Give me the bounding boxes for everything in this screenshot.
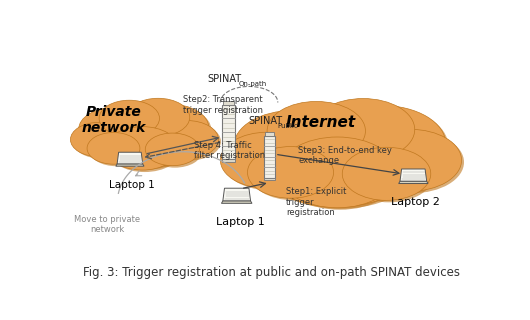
Text: Internet: Internet — [286, 115, 356, 130]
Text: SPINAT: SPINAT — [249, 116, 282, 126]
Bar — [265, 132, 274, 136]
Bar — [264, 136, 275, 178]
Text: Laptop 1: Laptop 1 — [216, 217, 265, 227]
Text: Step1: Explicit
trigger
registration: Step1: Explicit trigger registration — [286, 188, 347, 217]
Text: Fig. 3: Trigger registration at public and on-path SPINAT devices: Fig. 3: Trigger registration at public a… — [83, 266, 460, 279]
Bar — [264, 178, 276, 180]
Bar — [223, 100, 234, 105]
Text: Public: Public — [278, 123, 298, 129]
Polygon shape — [399, 181, 428, 184]
Text: Step3: End-to-end key
exchange: Step3: End-to-end key exchange — [298, 146, 392, 165]
Polygon shape — [222, 201, 252, 203]
Text: Step 4: Traffic
filter registration: Step 4: Traffic filter registration — [193, 141, 264, 160]
Text: Laptop 2: Laptop 2 — [391, 197, 440, 207]
Polygon shape — [116, 164, 144, 166]
Text: SPINAT: SPINAT — [207, 74, 242, 84]
Polygon shape — [117, 152, 143, 164]
Polygon shape — [400, 169, 427, 181]
Text: Laptop 1: Laptop 1 — [109, 180, 155, 190]
Text: Step2: Transparent
trigger registration: Step2: Transparent trigger registration — [183, 95, 263, 115]
Text: Private
network: Private network — [81, 105, 146, 135]
Polygon shape — [223, 188, 251, 201]
Text: On-path: On-path — [238, 81, 267, 87]
Bar — [223, 105, 235, 159]
Text: Move to private
network: Move to private network — [74, 215, 140, 234]
Bar — [222, 159, 235, 162]
